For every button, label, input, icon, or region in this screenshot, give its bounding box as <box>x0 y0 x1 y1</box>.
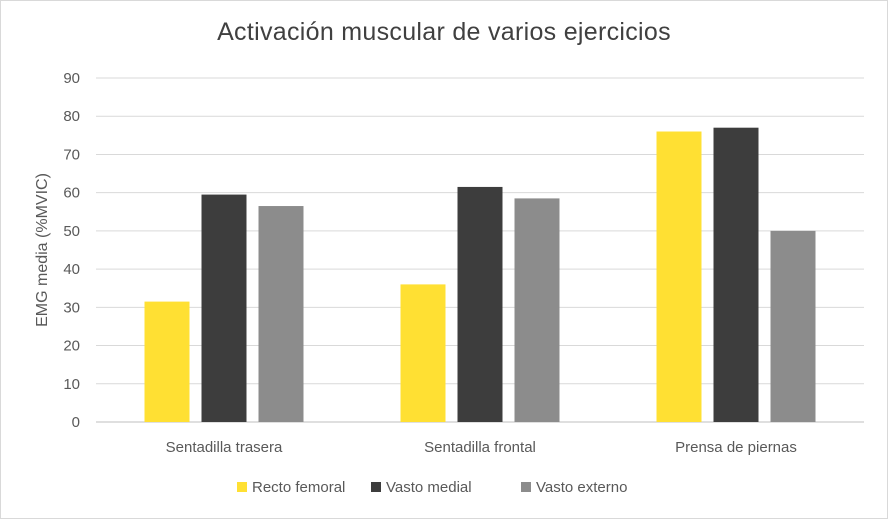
bar-recto-femoral <box>400 284 446 422</box>
y-tick-label: 70 <box>63 146 80 163</box>
bar-vasto-medial <box>201 194 247 422</box>
y-tick-label: 30 <box>63 299 80 316</box>
bar-vasto-medial <box>457 186 503 422</box>
y-tick-label: 20 <box>63 338 80 355</box>
y-tick-label: 10 <box>63 376 80 393</box>
y-axis-label: EMG media (%MVIC) <box>34 173 51 327</box>
chart-title: Activación muscular de varios ejercicios <box>217 18 671 46</box>
x-category-label: Prensa de piernas <box>675 439 797 456</box>
x-axis-categories: Sentadilla trasera Sentadilla frontal Pren… <box>166 439 797 456</box>
legend: Recto femoral Vasto medial Vasto externo <box>237 479 627 496</box>
bar-recto-femoral <box>144 301 190 422</box>
y-tick-label: 40 <box>63 261 80 278</box>
legend-swatch <box>237 482 247 492</box>
legend-label: Recto femoral <box>252 479 345 496</box>
y-tick-label: 50 <box>63 223 80 240</box>
bar-vasto-medial <box>713 127 759 422</box>
bar-vasto-externo <box>258 206 304 422</box>
legend-swatch <box>521 482 531 492</box>
bar-recto-femoral <box>656 131 702 422</box>
x-category-label: Sentadilla trasera <box>166 439 283 456</box>
y-tick-label: 90 <box>63 70 80 87</box>
y-tick-label: 60 <box>63 185 80 202</box>
y-tick-label: 80 <box>63 108 80 125</box>
bar-vasto-externo <box>514 198 560 422</box>
bars <box>144 127 816 422</box>
legend-label: Vasto medial <box>386 479 472 496</box>
legend-swatch <box>371 482 381 492</box>
x-category-label: Sentadilla frontal <box>424 439 536 456</box>
y-tick-label: 0 <box>72 414 80 431</box>
bar-vasto-externo <box>770 230 816 422</box>
legend-label: Vasto externo <box>536 479 627 496</box>
y-axis-ticks: 0 10 20 30 40 50 60 70 80 90 <box>63 70 80 431</box>
